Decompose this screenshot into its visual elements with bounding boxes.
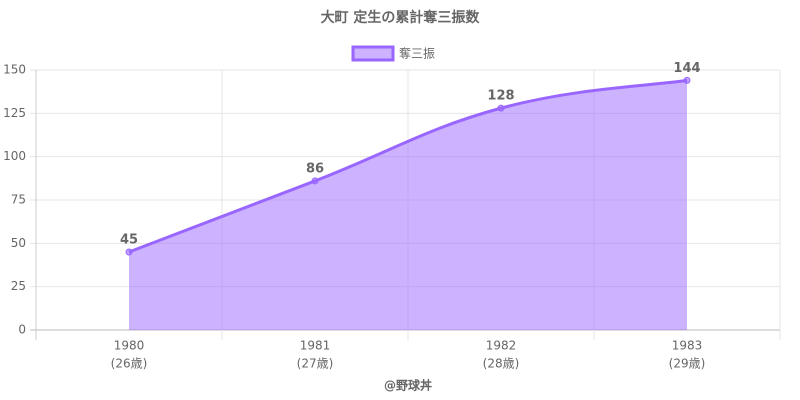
- x-tick-label: 1981: [300, 339, 331, 353]
- x-axis-label: @野球丼: [384, 378, 432, 393]
- area-fill: [129, 80, 687, 331]
- value-label: 144: [673, 61, 700, 76]
- x-tick-sublabel: (28歳): [483, 357, 520, 371]
- data-point: [497, 104, 505, 112]
- value-label: 86: [306, 161, 324, 176]
- legend-label: 奪三振: [399, 46, 435, 61]
- chart-title: 大町 定生の累計奪三振数: [321, 9, 481, 26]
- value-label: 128: [487, 89, 514, 104]
- y-tick-label: 25: [11, 279, 26, 293]
- series-line: [128, 78, 688, 254]
- x-tick-sublabel: (27歳): [297, 357, 334, 371]
- legend-swatch: [351, 45, 395, 62]
- y-tick-label: 50: [11, 236, 26, 250]
- x-tick-label: 1980: [114, 339, 145, 353]
- data-point: [125, 248, 133, 256]
- x-tick-sublabel: (29歳): [669, 357, 706, 371]
- data-point: [311, 177, 319, 185]
- value-label: 45: [120, 233, 138, 248]
- y-tick-label: 150: [3, 63, 26, 77]
- y-tick-label: 75: [11, 193, 26, 207]
- x-tick-label: 1983: [672, 339, 703, 353]
- x-tick-sublabel: (26歳): [111, 357, 148, 371]
- y-tick-label: 0: [18, 323, 26, 337]
- y-tick-label: 100: [3, 149, 26, 163]
- y-tick-label: 125: [3, 106, 26, 120]
- x-tick-label: 1982: [486, 339, 517, 353]
- data-point: [683, 76, 691, 84]
